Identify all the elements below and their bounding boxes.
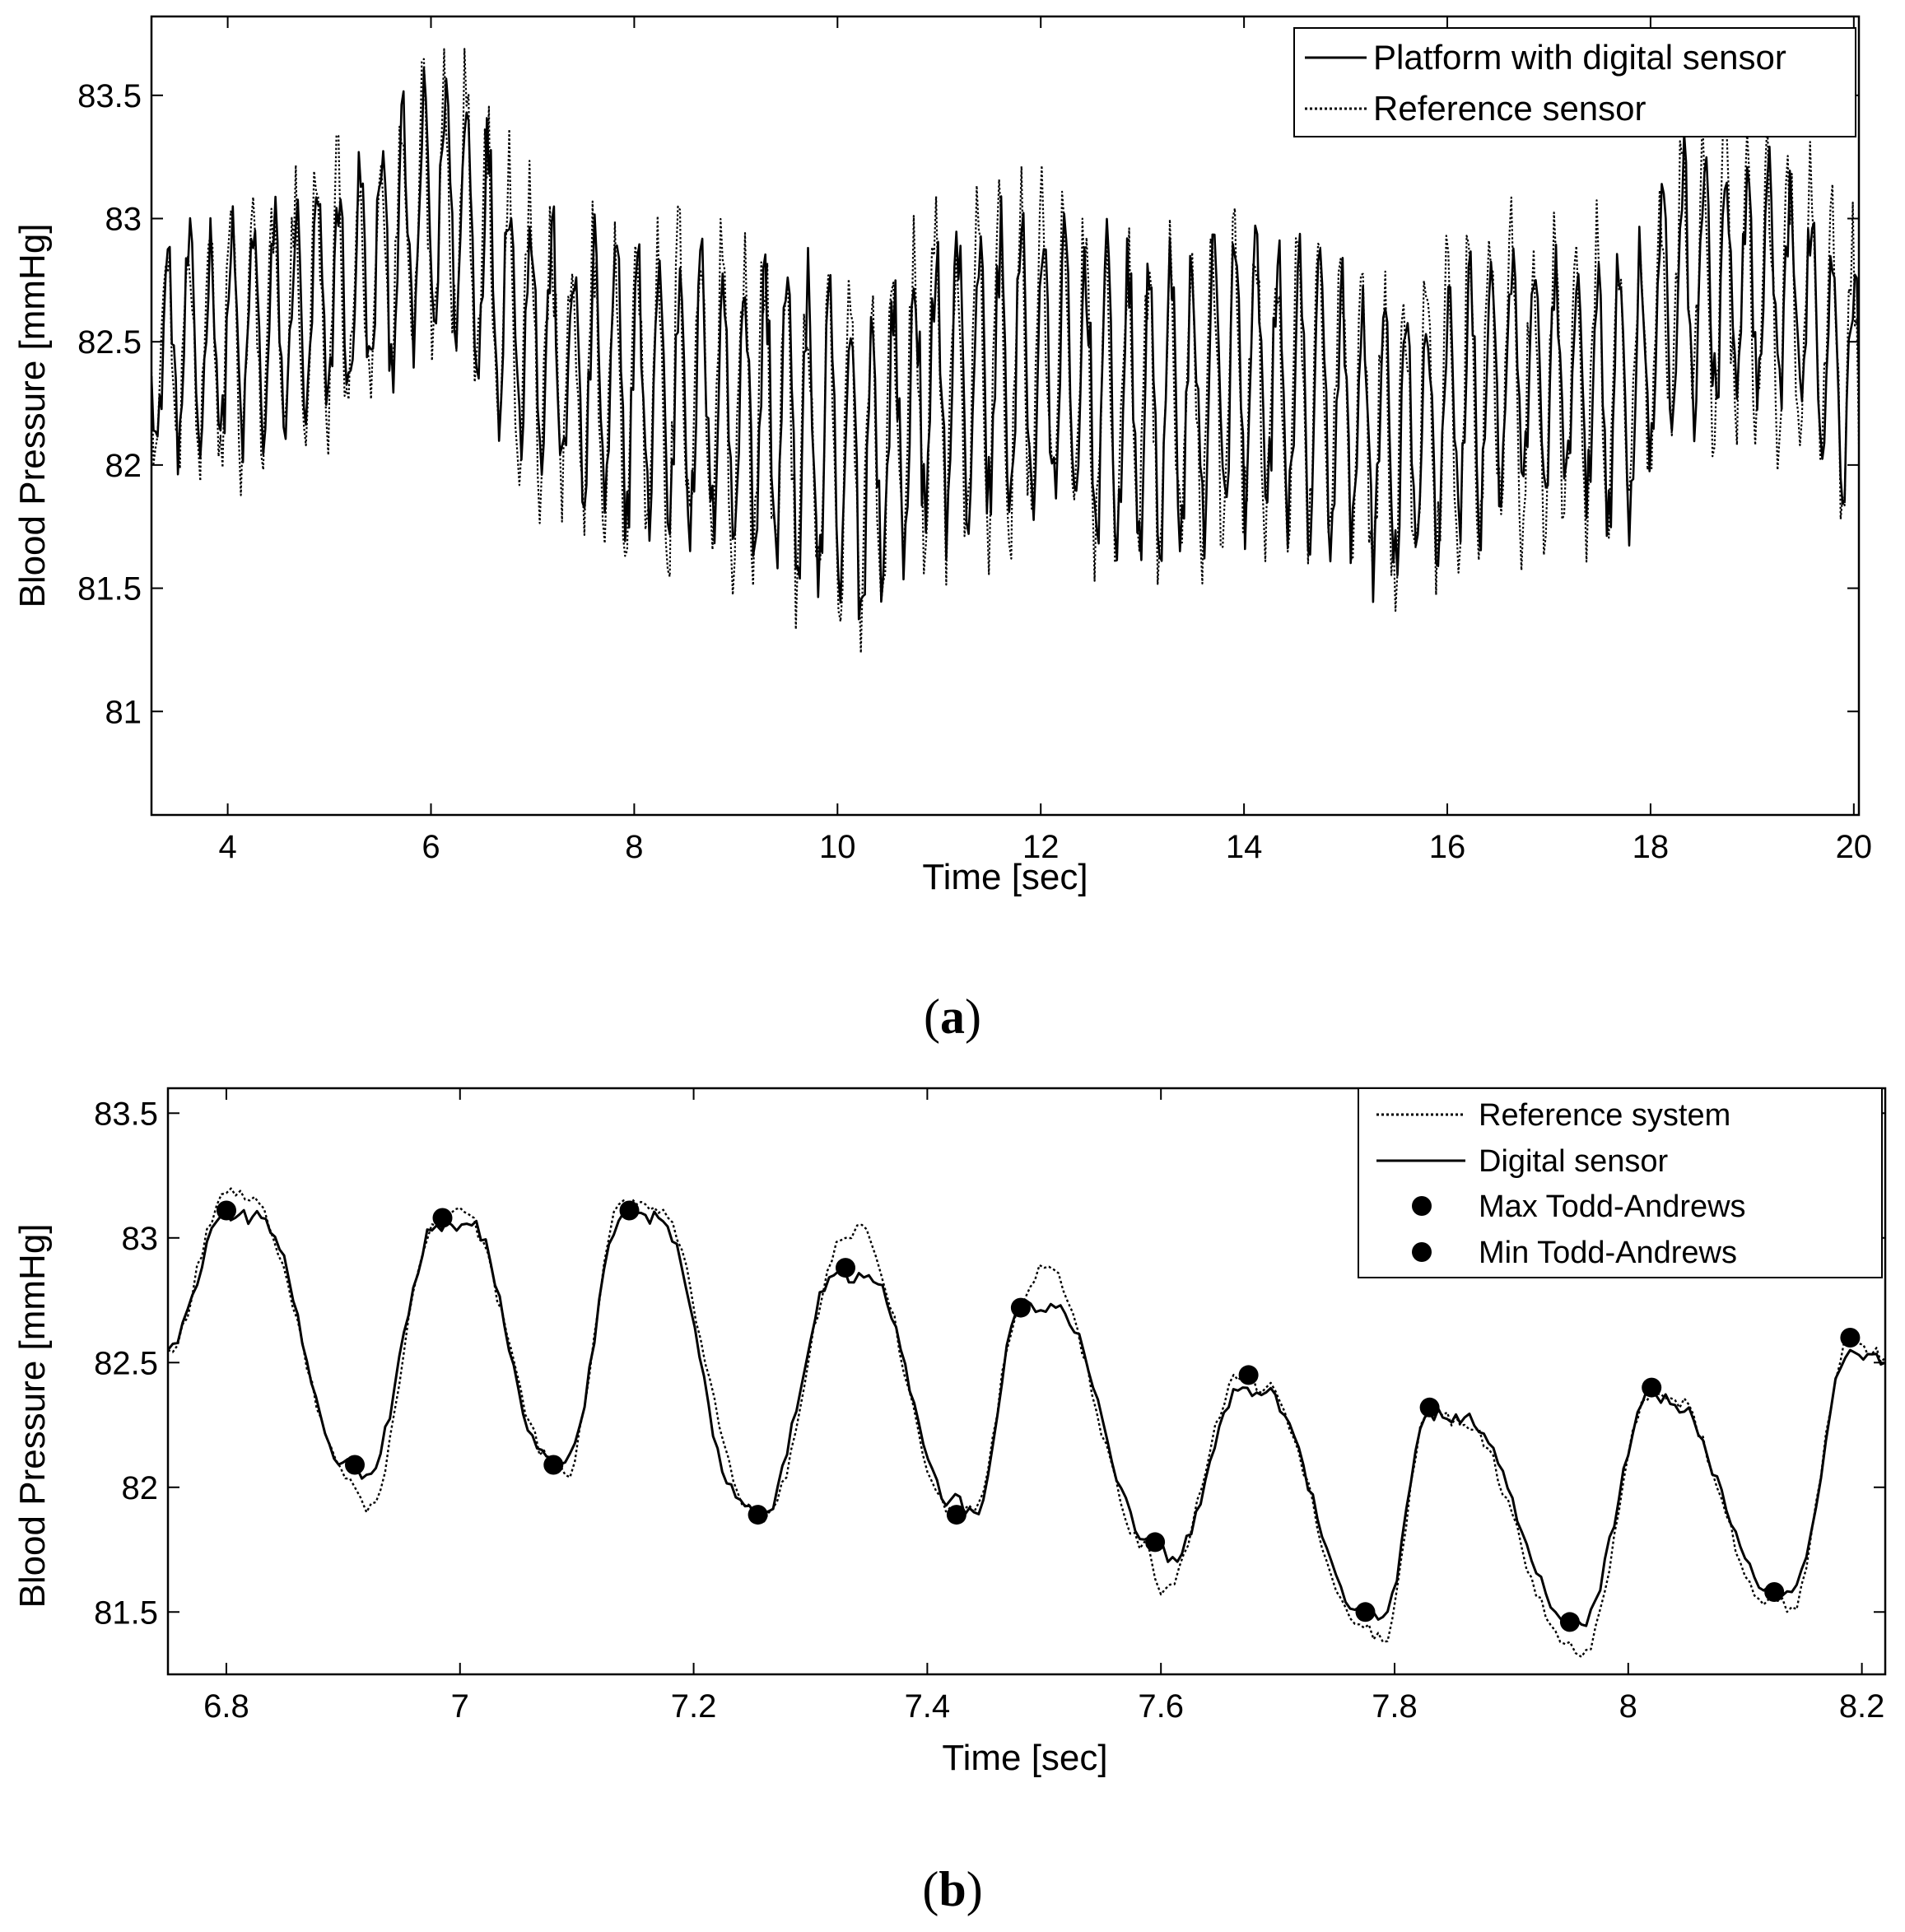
panel-b-max-todd-andrews-point	[1642, 1377, 1662, 1398]
panel-b-x-tick-label: 8	[1619, 1688, 1637, 1725]
panel-a-x-tick-label: 4	[218, 829, 236, 865]
panel-a-x-tick-label: 16	[1429, 829, 1466, 865]
panel-b-max-todd-andrews-point	[1238, 1365, 1259, 1385]
panel-b-axes: 6.8 7 7.2 7.4 7.6 7.8 8 8.2 81.5 82 82.5 83 83.5	[94, 1088, 1885, 1725]
panel-b-max-todd-andrews-point	[836, 1258, 855, 1278]
panel-a-y-tick-label: 83.5	[77, 78, 142, 114]
panel-a: 4 6 8 10 12 14 16 18 20 81 81.5 82 82.5 83 83.5 Platfo…	[12, 15, 1872, 1044]
panel-b-legend-min-marker	[1412, 1242, 1432, 1262]
panel-a-caption: (a)	[924, 989, 981, 1044]
panel-b-min-todd-andrews-point	[946, 1505, 966, 1525]
panel-b: 6.8 7 7.2 7.4 7.6 7.8 8 8.2 81.5 82 82.5 83 83.5 Ref…	[12, 1087, 1887, 1916]
panel-b-max-todd-andrews-point	[432, 1208, 453, 1228]
panel-b-min-todd-andrews-point	[345, 1455, 365, 1475]
panel-b-x-tick-label: 7	[451, 1688, 469, 1725]
panel-a-y-tick-label: 82	[105, 448, 142, 484]
panel-b-max-todd-andrews-point	[1840, 1328, 1861, 1348]
panel-b-y-axis-label: Blood Pressure [mmHg]	[12, 1223, 53, 1608]
panel-b-max-todd-andrews-point	[217, 1200, 236, 1221]
panel-b-caption: (b)	[922, 1862, 982, 1916]
panel-b-series-group	[168, 1187, 1885, 1659]
panel-a-x-tick-label: 6	[422, 829, 440, 865]
panel-b-legend-label-reference: Reference system	[1479, 1098, 1730, 1133]
panel-b-x-tick-label: 6.8	[203, 1688, 249, 1725]
panel-b-y-tick-label: 83.5	[94, 1096, 158, 1132]
panel-b-legend-label-digital: Digital sensor	[1479, 1144, 1669, 1179]
panel-a-legend: Platform with digital sensor Reference s…	[1293, 27, 1856, 137]
panel-b-min-todd-andrews-point	[748, 1505, 768, 1525]
panel-a-legend-box	[1293, 27, 1856, 137]
panel-b-x-tick-label: 8.2	[1839, 1688, 1885, 1725]
panel-a-y-tick-label: 81	[105, 694, 142, 730]
panel-b-x-tick-label: 7.8	[1372, 1688, 1418, 1725]
panel-a-x-tick-label: 18	[1633, 829, 1670, 865]
panel-a-x-tick-label: 10	[819, 829, 856, 865]
panel-b-caption-letter: b	[939, 1862, 966, 1916]
panel-b-min-todd-andrews-point	[1764, 1582, 1785, 1602]
panel-b-x-axis-label: Time [sec]	[942, 1738, 1107, 1778]
panel-a-x-axis-label: Time [sec]	[922, 857, 1088, 897]
panel-b-x-tick-label: 7.6	[1138, 1688, 1184, 1725]
panel-a-y-tick-label: 83	[105, 201, 142, 237]
panel-b-legend-label-min: Min Todd-Andrews	[1479, 1236, 1737, 1270]
panel-a-axes: 4 6 8 10 12 14 16 18 20 81 81.5 82 82.5 83 83.5	[77, 16, 1872, 865]
panel-a-series-reference-line	[151, 48, 1859, 654]
panel-a-series-group	[151, 48, 1859, 654]
panel-a-y-tick-label: 82.5	[77, 324, 142, 361]
panel-b-max-todd-andrews-point	[1010, 1297, 1031, 1318]
panel-a-legend-label-reference: Reference sensor	[1373, 89, 1646, 128]
panel-a-x-tick-label: 12	[1022, 829, 1060, 865]
panel-b-max-todd-andrews-point	[1419, 1397, 1440, 1418]
panel-b-y-tick-label: 82.5	[94, 1345, 158, 1381]
panel-b-min-todd-andrews-point	[1559, 1612, 1580, 1632]
panel-a-legend-label-platform: Platform with digital sensor	[1373, 38, 1786, 77]
panel-b-series-reference-system-line	[168, 1187, 1885, 1659]
panel-b-max-todd-andrews-point	[619, 1200, 640, 1221]
panel-b-y-tick-label: 82	[122, 1470, 159, 1506]
panel-b-x-tick-label: 7.2	[671, 1688, 717, 1725]
panel-b-legend-box	[1358, 1087, 1883, 1278]
panel-a-x-tick-label: 20	[1836, 829, 1873, 865]
panel-b-min-todd-andrews-point	[543, 1455, 564, 1475]
panel-a-series-platform-line	[151, 67, 1859, 621]
panel-b-legend-label-max: Max Todd-Andrews	[1479, 1189, 1746, 1224]
panel-a-y-axis-label: Blood Pressure [mmHg]	[12, 223, 53, 608]
panel-b-x-tick-label: 7.4	[905, 1688, 951, 1725]
panel-a-x-tick-label: 8	[625, 829, 643, 865]
panel-b-legend-max-marker	[1412, 1196, 1432, 1216]
panel-a-caption-letter: a	[940, 989, 965, 1044]
panel-a-y-tick-label: 81.5	[77, 571, 142, 608]
panel-b-min-todd-andrews-point	[1355, 1602, 1376, 1622]
panel-b-legend: Reference system Digital sensor Max Todd…	[1358, 1087, 1883, 1278]
panel-b-min-todd-andrews-point	[1145, 1532, 1166, 1553]
panel-b-y-tick-label: 81.5	[94, 1594, 158, 1631]
panel-b-y-tick-label: 83	[122, 1221, 159, 1257]
panel-a-x-tick-label: 14	[1226, 829, 1263, 865]
